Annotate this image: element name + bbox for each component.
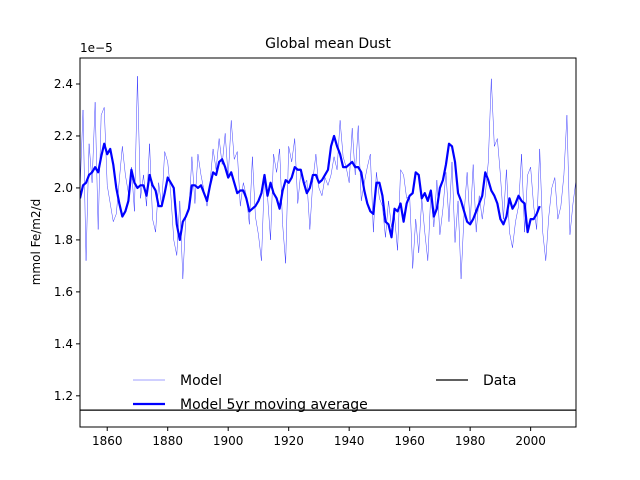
y-tick-label: 1.4: [54, 337, 73, 351]
legend: Model Model 5yr moving average Data: [133, 373, 516, 413]
plot-series-layer: [80, 75, 576, 411]
y-offset-label: 1e−5: [80, 41, 113, 55]
series-line-moving-average: [80, 134, 541, 241]
y-tick-label: 1.2: [54, 389, 73, 403]
x-tick-label: 2000: [515, 434, 546, 448]
y-tick-label: 2.4: [54, 77, 73, 91]
y-tick-label: 2.2: [54, 129, 73, 143]
x-tick-label: 1980: [455, 434, 486, 448]
y-tick-label: 1.6: [54, 285, 73, 299]
legend-label-moving-average: Model 5yr moving average: [180, 397, 368, 413]
x-tick-label: 1940: [334, 434, 365, 448]
y-tick-label: 1.8: [54, 233, 73, 247]
legend-label-data: Data: [483, 373, 516, 389]
x-tick-label: 1960: [394, 434, 425, 448]
y-tick-label: 2.0: [54, 181, 73, 195]
plot-frame: [79, 57, 577, 428]
x-tick-label: 1880: [152, 434, 183, 448]
chart-title: Global mean Dust: [265, 36, 391, 52]
x-tick-label: 1900: [213, 434, 244, 448]
x-tick-label: 1860: [92, 434, 123, 448]
y-axis-label: mmol Fe/m2/d: [29, 199, 43, 286]
legend-label-model: Model: [180, 373, 222, 389]
axes-layer: 1860 1880 1900 1920 1940 1960 1980 2000 1.2 1.4 1.…: [54, 77, 546, 448]
series-line-model: [80, 75, 576, 280]
x-tick-label: 1920: [273, 434, 304, 448]
